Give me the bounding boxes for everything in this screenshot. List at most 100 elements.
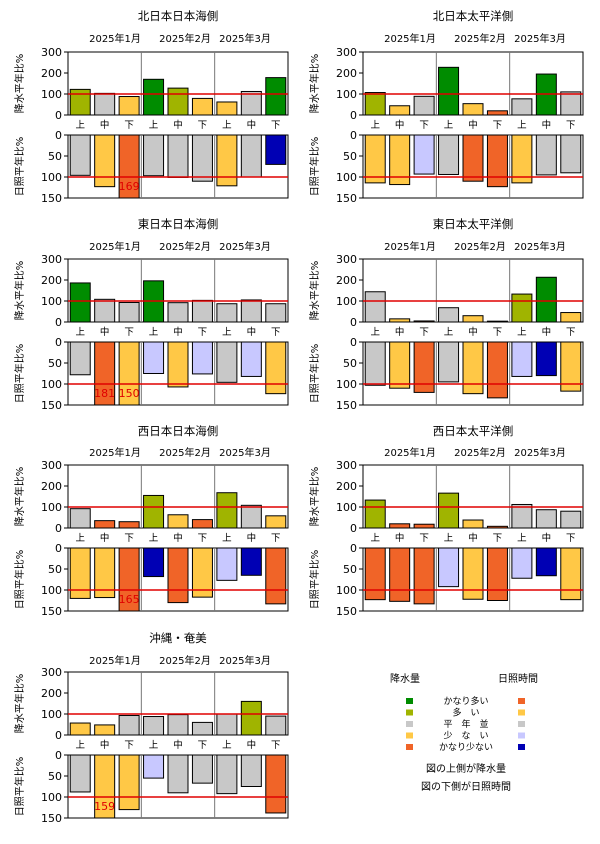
legend-precip-swatch: [406, 698, 413, 704]
dekad-label: 下: [124, 740, 134, 751]
sun-tick-label: 50: [343, 563, 357, 576]
month-label: 2025年1月: [89, 240, 141, 253]
region-title: 西日本日本海側: [138, 424, 219, 438]
precip-bar: [191, 97, 213, 116]
precip-bar: [511, 293, 533, 323]
month-label: 2025年3月: [514, 32, 566, 45]
precip-axis-label: 降水平年比%: [13, 467, 26, 527]
dekad-label: 中: [542, 532, 552, 544]
precip-tick-label: 0: [350, 316, 357, 329]
sun-bar: [486, 547, 508, 601]
precip-bar: [389, 105, 411, 116]
dekad-label: 中: [468, 532, 478, 544]
dekad-label: 上: [370, 327, 380, 338]
sun-bar: [167, 134, 189, 178]
dekad-label: 上: [222, 120, 232, 131]
dekad-label: 上: [149, 120, 159, 131]
dekad-label: 中: [542, 326, 552, 338]
dekad-label: 下: [419, 327, 429, 338]
precip-bar: [118, 96, 140, 116]
dekad-label: 上: [444, 327, 454, 338]
month-label: 2025年2月: [159, 446, 211, 459]
precip-bar: [364, 92, 386, 116]
month-label: 2025年2月: [454, 32, 506, 45]
month-label: 2025年1月: [384, 446, 436, 459]
sun-bar: [167, 341, 189, 388]
dekad-label: 下: [124, 327, 134, 338]
precip-bar: [265, 77, 287, 116]
precip-tick-label: 200: [41, 480, 62, 493]
legend-sun-swatch: [518, 698, 525, 704]
sun-bar: [486, 134, 508, 188]
dekad-label: 下: [566, 327, 576, 338]
sun-bar: [511, 341, 533, 377]
sun-axis-label: 日照平年比%: [13, 344, 26, 404]
sun-bar: [389, 547, 411, 602]
precip-bar: [216, 303, 238, 323]
month-label: 2025年1月: [89, 654, 141, 667]
sun-bar: [413, 341, 435, 393]
dekad-label: 下: [271, 740, 281, 751]
sun-tick-label: 0: [350, 336, 357, 349]
precip-bar: [240, 700, 262, 736]
sun-bar: [69, 754, 91, 793]
sun-tick-label: 0: [350, 542, 357, 555]
legend-note-line2: 図の下側が日照時間: [421, 780, 511, 793]
precip-bar: [511, 503, 533, 529]
dekad-label: 中: [173, 739, 183, 751]
sun-tick-label: 150: [336, 192, 357, 205]
dekad-label: 中: [173, 326, 183, 338]
sun-bar: [240, 754, 262, 787]
legend-class-label: 多 い: [452, 707, 479, 719]
precip-bar: [94, 724, 116, 736]
precip-bar: [216, 492, 238, 529]
dekad-label: 下: [271, 120, 281, 131]
sun-bar: [216, 134, 238, 187]
sun-overflow-label: 159: [94, 800, 115, 813]
sun-tick-label: 150: [41, 192, 62, 205]
precip-bar: [240, 504, 262, 529]
dekad-label: 下: [419, 120, 429, 131]
dekad-label: 下: [566, 120, 576, 131]
sun-tick-label: 150: [41, 605, 62, 618]
sun-bar: [143, 134, 165, 177]
dekad-label: 上: [75, 533, 85, 544]
legend-sun-swatch: [518, 744, 525, 750]
precip-bar: [143, 494, 165, 529]
legend-class-label: 少 な い: [443, 731, 488, 742]
sun-tick-label: 50: [48, 770, 62, 783]
sun-bar: [560, 547, 582, 601]
precip-axis-label: 降水平年比%: [13, 54, 26, 114]
sun-overflow-label: 169: [119, 180, 140, 193]
precip-bar: [118, 714, 140, 736]
legend-sun-swatch: [518, 709, 525, 716]
month-label: 2025年3月: [219, 240, 271, 253]
sun-bar: [216, 754, 238, 795]
sun-tick-label: 0: [350, 129, 357, 142]
precip-bar: [364, 291, 386, 323]
sun-tick-label: 50: [343, 357, 357, 370]
dekad-label: 上: [75, 120, 85, 131]
dekad-label: 下: [419, 533, 429, 544]
sun-tick-label: 50: [48, 357, 62, 370]
region-title: 東日本日本海側: [138, 217, 219, 231]
sun-bar: [240, 341, 262, 377]
month-label: 2025年2月: [454, 446, 506, 459]
precip-bar: [511, 98, 533, 116]
month-label: 2025年1月: [384, 240, 436, 253]
sun-tick-label: 150: [41, 812, 62, 825]
dekad-label: 中: [247, 739, 257, 751]
sun-axis-label: 日照平年比%: [308, 550, 321, 610]
dekad-label: 下: [493, 120, 503, 131]
sun-tick-label: 100: [336, 171, 357, 184]
precip-tick-label: 200: [336, 67, 357, 80]
region-title: 沖縄・奄美: [149, 631, 207, 645]
month-label: 2025年3月: [514, 240, 566, 253]
precip-bar: [462, 315, 484, 323]
dekad-label: 下: [198, 533, 208, 544]
sun-bar: [413, 134, 435, 175]
sun-axis-label: 日照平年比%: [13, 550, 26, 610]
